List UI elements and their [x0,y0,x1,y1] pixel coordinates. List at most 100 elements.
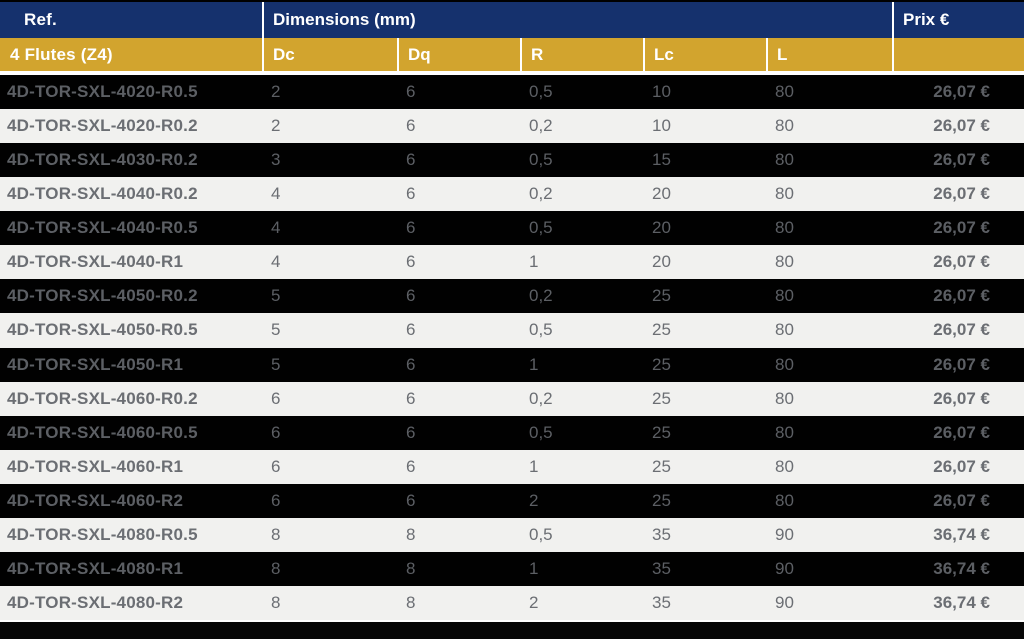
cell-dq: 6 [406,252,416,272]
cell-dq: 6 [406,354,416,374]
cell-r: 0,2 [529,388,553,408]
cell-lc: 10 [652,82,671,102]
header-dimensions: Dimensions (mm) [262,2,892,38]
cell-price: 26,07 € [933,354,990,374]
cell-r: 1 [529,558,539,578]
cell-r: 0,5 [529,82,553,102]
cell-lc: 10 [652,116,671,136]
table-row: 4D-TOR-SXL-4020-R0.2 2 6 0,2 10 80 26,07… [0,109,1024,144]
cell-price: 26,07 € [933,422,990,442]
cell-l: 80 [775,218,794,238]
subheader-col-l: L [766,38,892,71]
table-row: 4D-TOR-SXL-4060-R1 6 6 1 25 80 26,07 € [0,449,1024,484]
cell-r: 0,2 [529,184,553,204]
cell-dc: 2 [271,116,281,136]
cell-l: 80 [775,320,794,340]
cell-price: 26,07 € [933,116,990,136]
cell-dc: 4 [271,218,281,238]
cell-ref: 4D-TOR-SXL-4060-R1 [7,456,184,476]
cell-price: 26,07 € [933,286,990,306]
cell-dc: 5 [271,320,281,340]
table-body: 4D-TOR-SXL-4020-R0.5 2 6 0,5 10 80 26,07… [0,75,1024,620]
cell-l: 80 [775,388,794,408]
cell-lc: 15 [652,150,671,170]
cell-lc: 35 [652,524,671,544]
cell-dq: 8 [406,524,416,544]
cell-r: 0,5 [529,422,553,442]
cell-lc: 25 [652,422,671,442]
header-price: Prix € [892,2,1024,38]
cell-ref: 4D-TOR-SXL-4020-R0.5 [7,82,198,102]
cell-r: 2 [529,592,539,612]
cell-l: 90 [775,558,794,578]
header-body-divider [0,71,1024,75]
table-row: 4D-TOR-SXL-4050-R0.5 5 6 0,5 25 80 26,07… [0,313,1024,348]
top-border-line [0,0,1024,2]
subheader-col-r: R [520,38,643,71]
table-row: 4D-TOR-SXL-4080-R0.5 8 8 0,5 35 90 36,74… [0,517,1024,552]
body-footer-divider [0,620,1024,622]
cell-dq: 6 [406,388,416,408]
table-subheader-row: 4 Flutes (Z4) Dc Dq R Lc L [0,38,1024,71]
cell-lc: 25 [652,354,671,374]
cell-l: 80 [775,490,794,510]
cell-dq: 8 [406,592,416,612]
cell-dq: 6 [406,456,416,476]
subheader-col-dc: Dc [262,38,397,71]
cell-price: 26,07 € [933,252,990,272]
cell-dc: 8 [271,524,281,544]
cell-r: 1 [529,456,539,476]
cell-r: 0,2 [529,286,553,306]
cell-price: 26,07 € [933,218,990,238]
cell-l: 80 [775,456,794,476]
cell-l: 80 [775,286,794,306]
cell-ref: 4D-TOR-SXL-4030-R0.2 [7,150,198,170]
cell-ref: 4D-TOR-SXL-4060-R0.2 [7,388,198,408]
cell-price: 36,74 € [933,558,990,578]
cell-r: 0,5 [529,524,553,544]
cell-dq: 6 [406,150,416,170]
cell-r: 1 [529,354,539,374]
cell-dc: 5 [271,354,281,374]
cell-price: 26,07 € [933,320,990,340]
cell-l: 80 [775,150,794,170]
cell-lc: 25 [652,320,671,340]
cell-price: 36,74 € [933,592,990,612]
cell-lc: 25 [652,490,671,510]
table-row: 4D-TOR-SXL-4040-R1 4 6 1 20 80 26,07 € [0,245,1024,280]
cell-r: 0,2 [529,116,553,136]
cell-dc: 6 [271,490,281,510]
bottom-bar [0,622,1024,639]
cell-l: 80 [775,184,794,204]
cell-r: 1 [529,252,539,272]
cell-lc: 20 [652,218,671,238]
cell-dc: 6 [271,422,281,442]
cell-lc: 35 [652,558,671,578]
cell-l: 80 [775,354,794,374]
cell-dq: 6 [406,116,416,136]
cell-dc: 6 [271,456,281,476]
cell-lc: 20 [652,252,671,272]
cell-l: 80 [775,116,794,136]
table-row: 4D-TOR-SXL-4060-R2 6 6 2 25 80 26,07 € [0,483,1024,518]
table-row: 4D-TOR-SXL-4060-R0.5 6 6 0,5 25 80 26,07… [0,415,1024,450]
cell-dq: 6 [406,490,416,510]
table-row: 4D-TOR-SXL-4040-R0.2 4 6 0,2 20 80 26,07… [0,177,1024,212]
cell-price: 26,07 € [933,388,990,408]
cell-ref: 4D-TOR-SXL-4050-R0.5 [7,320,198,340]
cell-l: 80 [775,82,794,102]
cell-ref: 4D-TOR-SXL-4020-R0.2 [7,116,198,136]
table-header-row: Ref. Dimensions (mm) Prix € [0,2,1024,38]
cell-r: 0,5 [529,218,553,238]
table-row: 4D-TOR-SXL-4040-R0.5 4 6 0,5 20 80 26,07… [0,211,1024,246]
cell-ref: 4D-TOR-SXL-4080-R0.5 [7,524,198,544]
cell-price: 26,07 € [933,184,990,204]
cell-dc: 8 [271,558,281,578]
header-ref: Ref. [24,10,57,29]
cell-r: 0,5 [529,150,553,170]
cell-lc: 35 [652,592,671,612]
cell-ref: 4D-TOR-SXL-4080-R2 [7,592,184,612]
cell-dc: 5 [271,286,281,306]
cell-l: 90 [775,592,794,612]
